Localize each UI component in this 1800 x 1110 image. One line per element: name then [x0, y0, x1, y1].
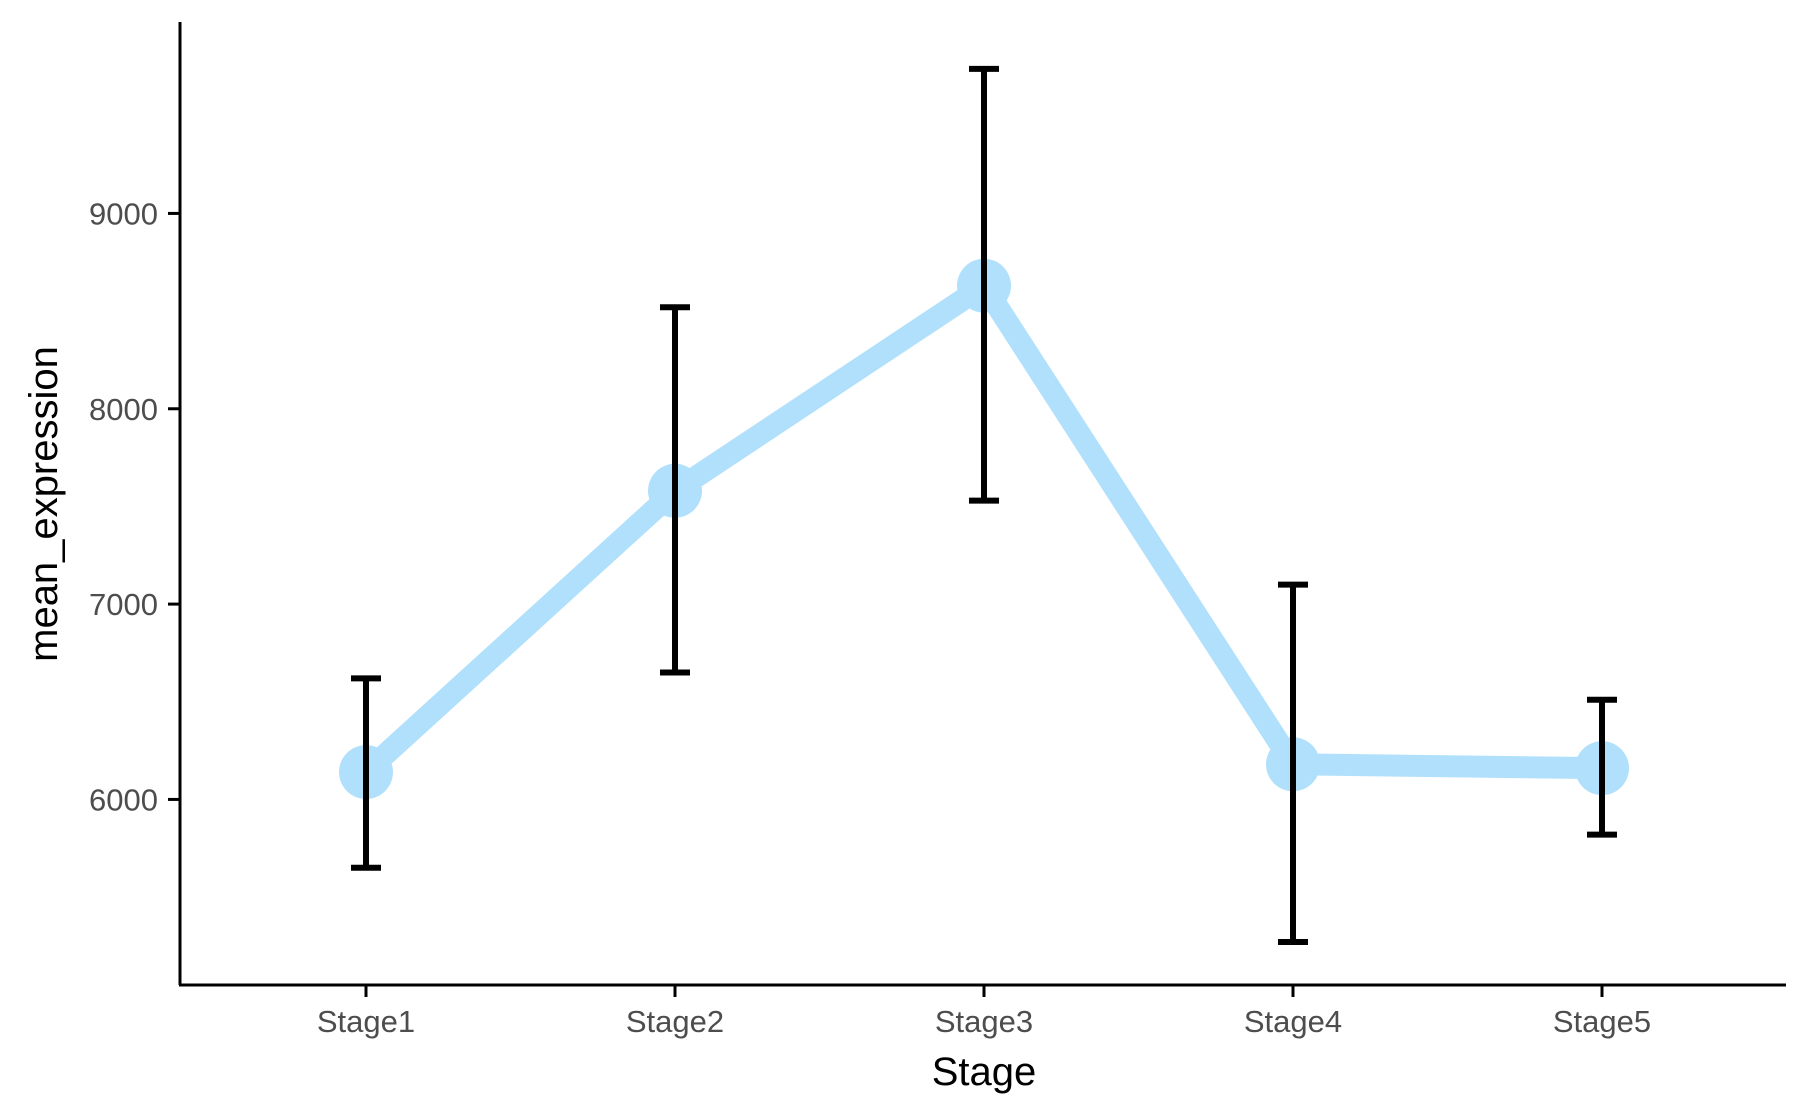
y-tick-label: 7000	[89, 587, 158, 622]
y-tick-label: 6000	[89, 782, 158, 817]
x-axis-title: Stage	[932, 1050, 1037, 1094]
x-tick-label: Stage2	[626, 1004, 724, 1039]
y-tick-label: 9000	[89, 196, 158, 231]
x-tick-label: Stage1	[317, 1004, 415, 1039]
x-tick-label: Stage3	[935, 1004, 1033, 1039]
y-tick-label: 8000	[89, 392, 158, 427]
errorbar-layer	[351, 65, 1617, 946]
x-ticks: Stage1 Stage2 Stage3 Stage4 Stage5	[317, 985, 1651, 1039]
x-tick-label: Stage5	[1553, 1004, 1651, 1039]
y-ticks: 6000 7000 8000 9000	[89, 196, 180, 817]
y-axis-title: mean_expression	[22, 346, 66, 662]
x-tick-label: Stage4	[1244, 1004, 1342, 1039]
